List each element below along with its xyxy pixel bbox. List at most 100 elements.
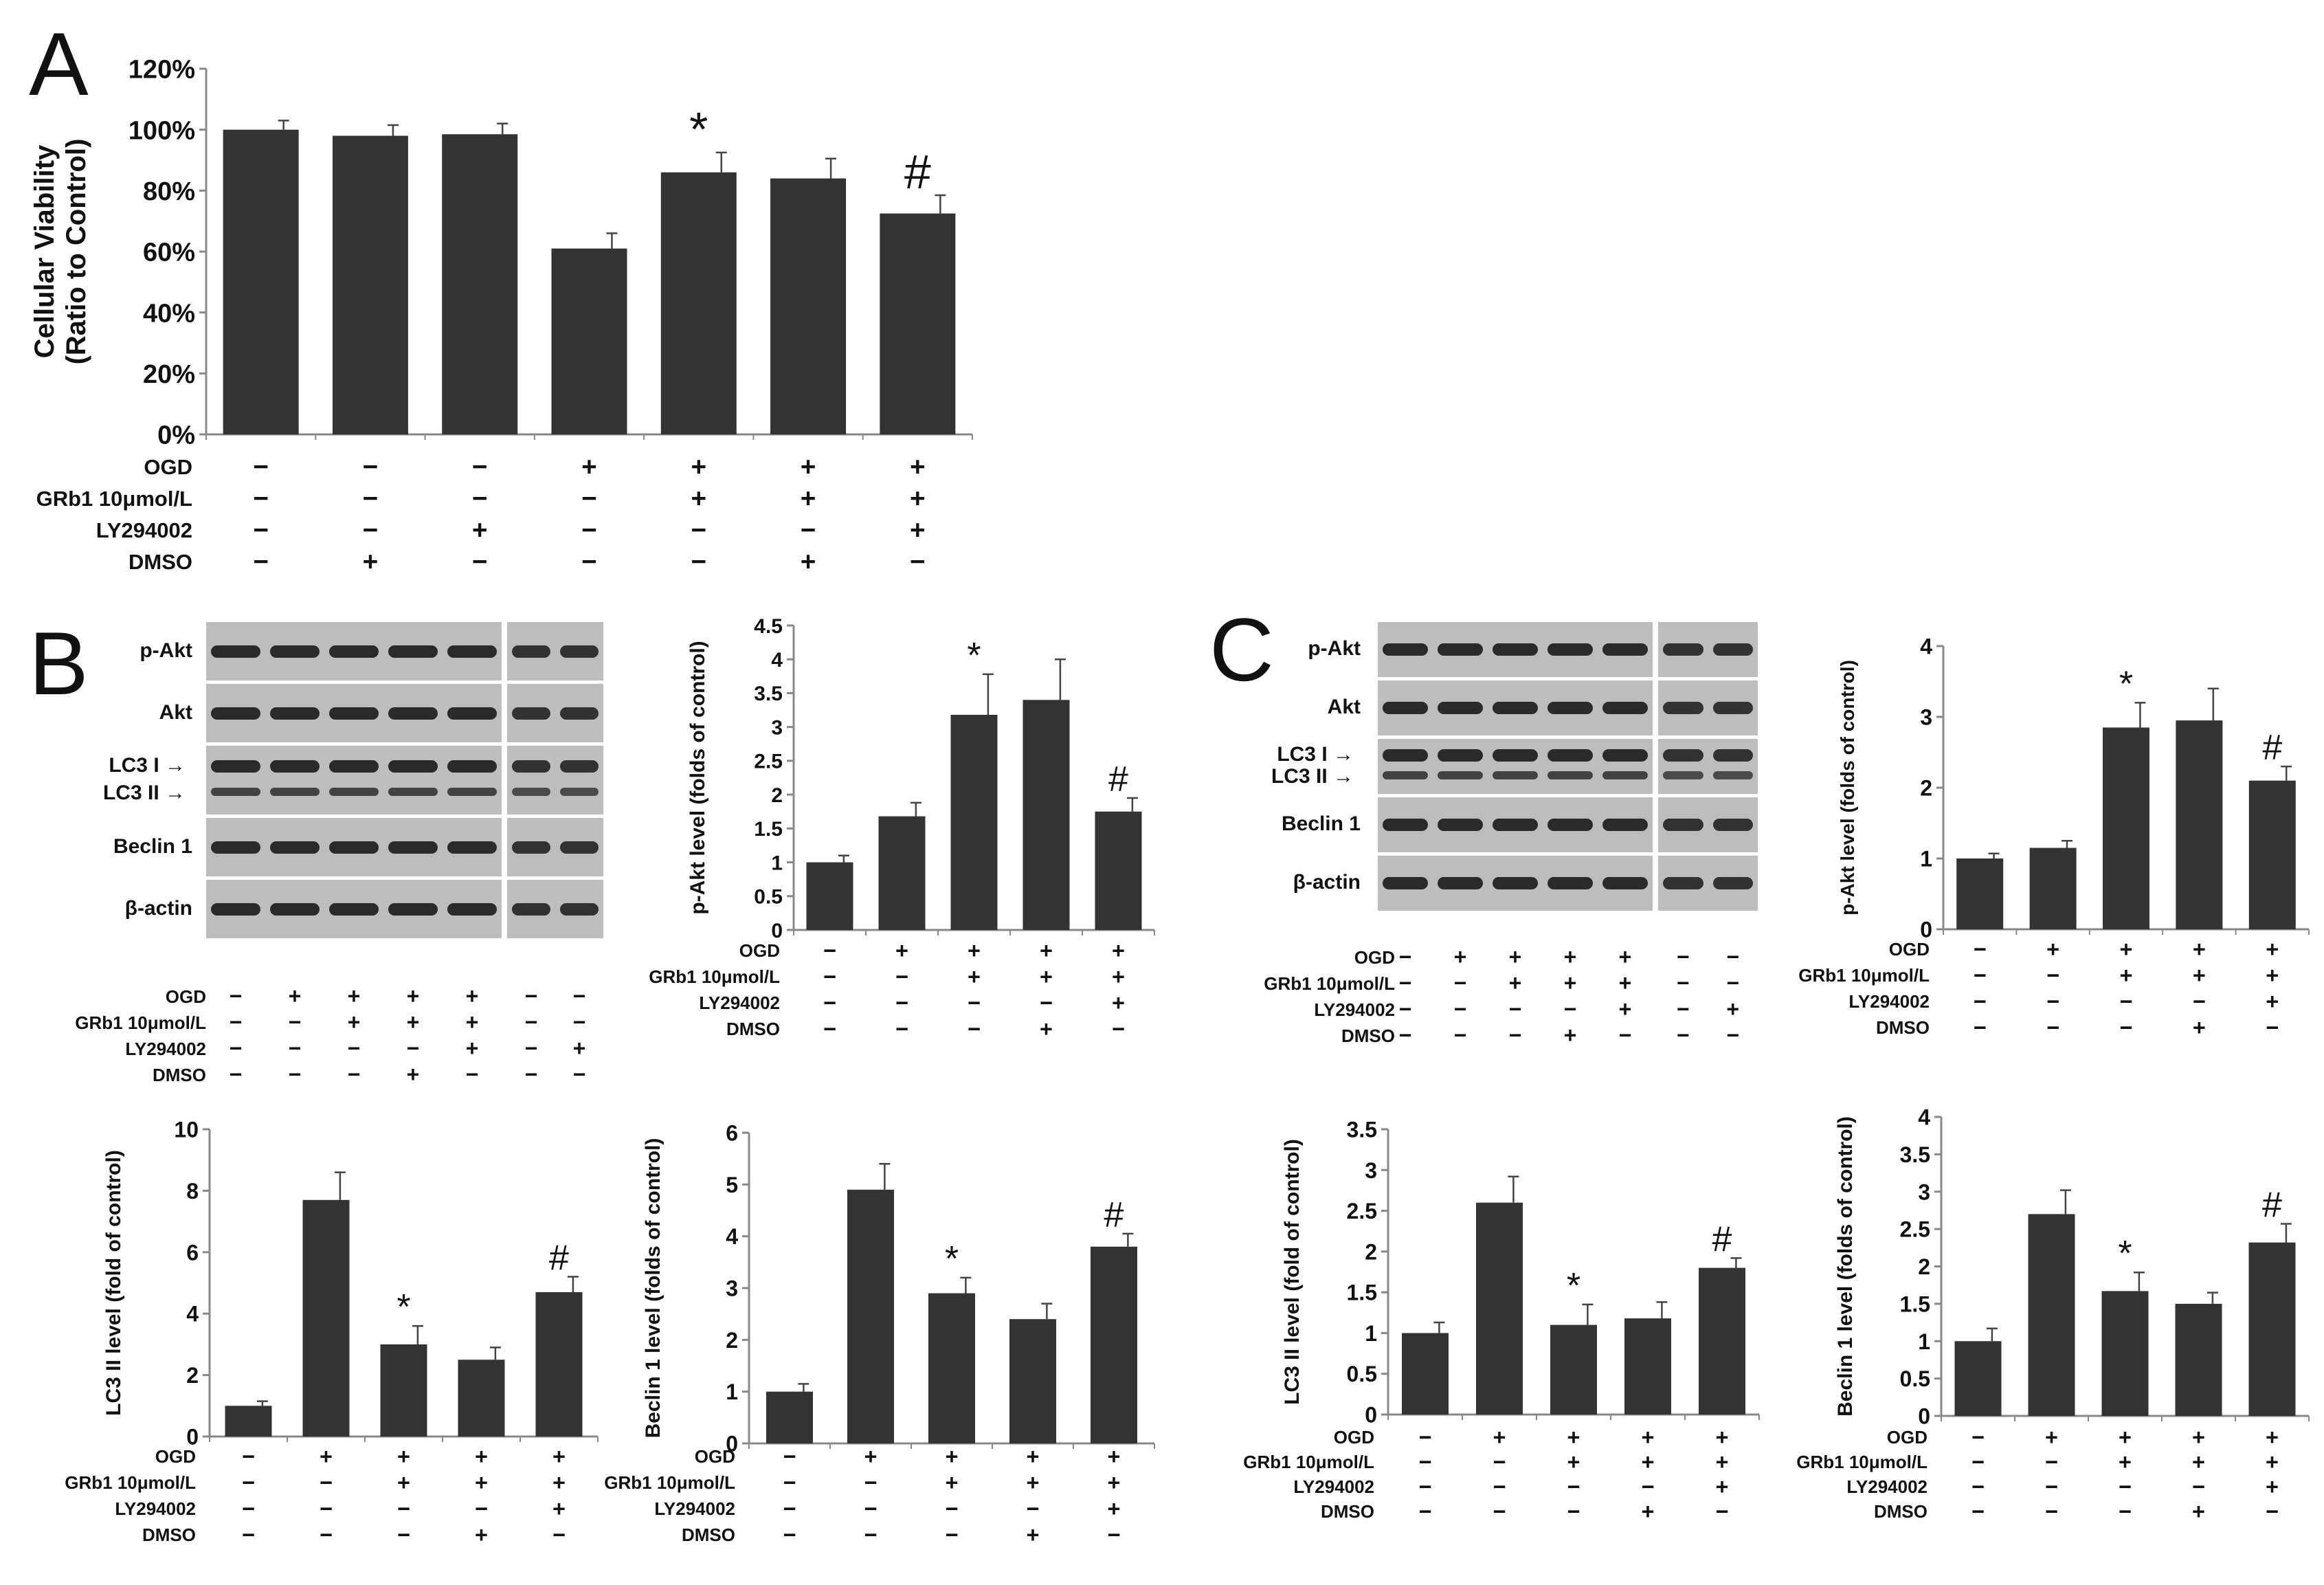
condition-sign: + [465, 984, 479, 1008]
condition-sign: − [1453, 1023, 1467, 1048]
y-tick-label: 0 [1920, 918, 1932, 942]
condition-sign: − [229, 1036, 243, 1061]
blot-band [1663, 702, 1703, 714]
y-tick-label: 5 [726, 1173, 738, 1197]
y-tick-label: 120% [129, 56, 195, 85]
y-tick-label: 0.5 [1347, 1362, 1377, 1386]
condition-sign: − [1974, 989, 1987, 1014]
blot-band [1602, 643, 1648, 656]
condition-sign: − [1676, 997, 1690, 1021]
bar [380, 1344, 427, 1437]
condition-sign: + [1112, 990, 1125, 1015]
y-axis-label-line: Beclin 1 level (folds of control) [1834, 1116, 1857, 1417]
y-tick-label: 0 [1918, 1404, 1930, 1429]
condition-sign: − [783, 1470, 796, 1495]
blot-band [1602, 771, 1648, 779]
condition-sign: + [1040, 1017, 1053, 1041]
condition-sign: − [1676, 1023, 1690, 1048]
blot-band [329, 760, 379, 773]
condition-sign: + [465, 1010, 479, 1034]
blot-band [1383, 819, 1428, 831]
significance-mark: # [2262, 1186, 2282, 1226]
condition-sign: − [2120, 989, 2133, 1014]
blot-label-akt: Akt [159, 700, 192, 724]
condition-sign: − [1508, 997, 1522, 1021]
blot-band [1383, 771, 1428, 779]
bar [1023, 700, 1070, 930]
condition-sign: − [320, 1496, 333, 1521]
blot-band [211, 788, 260, 796]
blot-label-lc3-i: LC3 I → [1277, 743, 1354, 766]
condition-sign: − [1398, 997, 1412, 1021]
condition-sign: − [472, 452, 488, 482]
condition-sign: + [864, 1444, 878, 1469]
condition-sign: + [1716, 1474, 1729, 1499]
blot-band [560, 788, 599, 796]
condition-sign: − [2119, 1499, 2132, 1524]
bar [1095, 811, 1142, 930]
condition-sign: − [1726, 1023, 1740, 1048]
bar [551, 248, 627, 434]
blot-band [1712, 702, 1753, 714]
blot-band [1493, 877, 1538, 889]
blot-strip-pakt [206, 622, 502, 680]
condition-label: LY294002 [654, 1498, 735, 1519]
bar [332, 135, 408, 435]
condition-sign: − [552, 1522, 566, 1547]
condition-sign: + [347, 984, 361, 1008]
blot-band [560, 902, 599, 916]
condition-sign: − [1618, 1023, 1632, 1048]
condition-sign: − [1493, 1474, 1506, 1499]
blot-band [1438, 643, 1483, 656]
blot-band [1712, 643, 1753, 656]
condition-sign: − [363, 484, 379, 513]
condition-sign: − [1567, 1499, 1580, 1524]
condition-sign: + [406, 984, 420, 1008]
y-axis-label: p-Akt level (folds of control) [686, 641, 709, 914]
blot-band [447, 760, 497, 773]
condition-sign: + [910, 516, 926, 545]
blot-band [560, 841, 599, 854]
chart-c-beclin: 0 0.5 1 1.5 2 2.5 3 3.5 4 Beclin 1 level (folds o… [1796, 1105, 2310, 1524]
blot-band [560, 645, 599, 658]
condition-sign: − [823, 990, 836, 1015]
blot-band [1493, 749, 1538, 762]
panel-letter-b: B [29, 613, 89, 713]
condition-sign: + [552, 1444, 566, 1469]
bar [878, 816, 926, 930]
condition-sign: + [801, 484, 816, 513]
blot-label-akt: Akt [1327, 696, 1361, 718]
significance-mark: # [2262, 728, 2282, 768]
blot-band [1663, 877, 1703, 889]
significance-mark: * [945, 1239, 959, 1279]
condition-sign: − [946, 1496, 959, 1521]
condition-label: LY294002 [96, 518, 192, 542]
blot-band [1493, 819, 1538, 831]
bar [1699, 1267, 1745, 1415]
significance-mark: # [549, 1239, 569, 1278]
condition-sign: + [2266, 1474, 2279, 1499]
bar [928, 1293, 975, 1443]
blot-strip-actin [206, 880, 502, 938]
condition-sign: − [229, 1062, 243, 1087]
blot-band [211, 841, 260, 854]
y-tick-label: 1.5 [754, 818, 783, 841]
y-tick-label: 2 [726, 1328, 738, 1353]
blot-band [560, 707, 599, 720]
bar [2248, 780, 2296, 929]
condition-sign: − [1112, 1017, 1125, 1041]
blot-band [512, 902, 550, 916]
condition-sign: + [1027, 1522, 1040, 1547]
condition-sign: − [1108, 1522, 1121, 1547]
blot-strip-akt [1378, 680, 1653, 735]
condition-sign: − [1676, 944, 1690, 969]
condition-label: OGD [1354, 947, 1395, 968]
blot-band [1663, 749, 1703, 762]
y-tick-label: 3.5 [1900, 1142, 1930, 1167]
condition-sign: + [1567, 1450, 1580, 1474]
condition-sign: + [347, 1010, 361, 1034]
condition-label: OGD [155, 1446, 196, 1467]
condition-label: GRb1 10μmol/L [36, 487, 192, 511]
bar [766, 1391, 813, 1443]
condition-sign: + [572, 1036, 586, 1061]
